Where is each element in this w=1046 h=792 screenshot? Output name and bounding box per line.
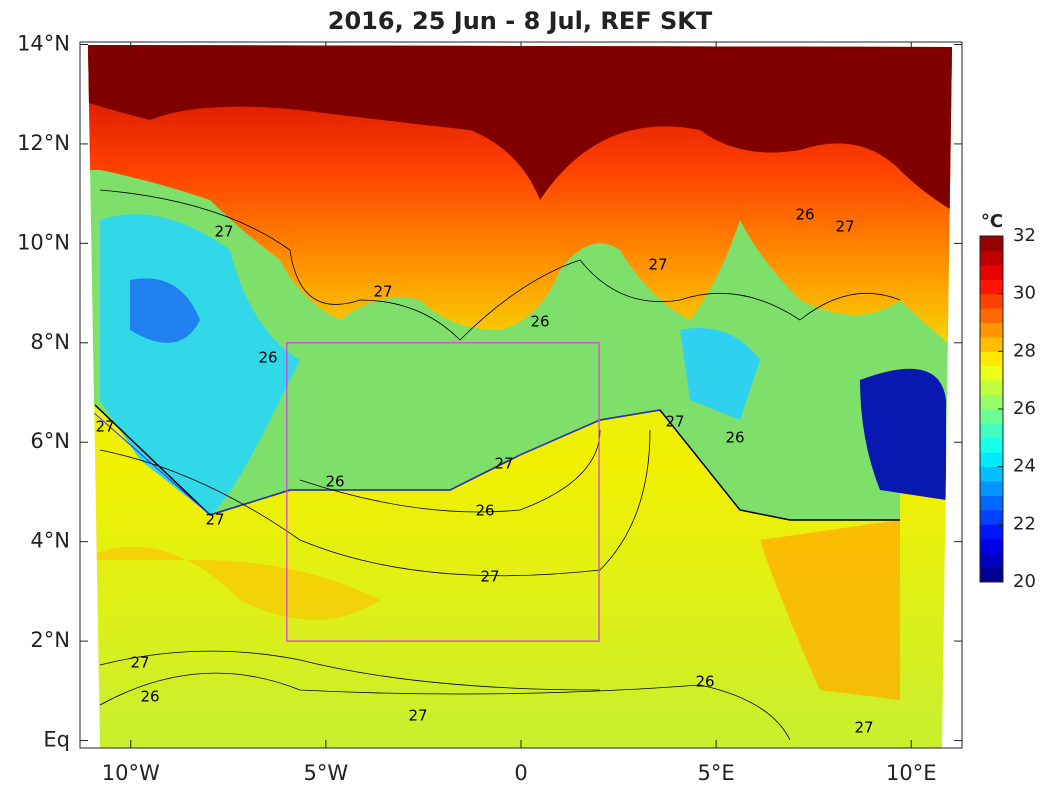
contour-label: 26 [475,502,494,520]
y-tick-label: 10°N [17,230,70,254]
colorbar-swatch [980,308,1003,323]
contour-label: 26 [725,429,744,447]
colorbar-swatch [980,365,1003,381]
colorbar-swatch [980,538,1003,554]
colorbar-swatch [980,481,1003,496]
contour-label: 27 [408,707,427,725]
contour-label: 27 [480,568,499,586]
colorbar-swatch [980,509,1003,525]
colorbar-swatch [980,409,1003,424]
colorbar-tick-label: 28 [1013,340,1036,361]
contour-label: 27 [130,654,149,672]
colorbar-swatch [980,394,1003,410]
colorbar-swatch [980,437,1003,453]
contour-label: 27 [494,455,513,473]
x-tick-label: 10°E [886,761,937,785]
colorbar-swatch [980,351,1003,367]
colorbar-label: °C [981,211,1003,232]
colorbar-swatch [980,567,1003,583]
contour-label: 27 [214,223,233,241]
colorbar-tick-label: 26 [1013,398,1036,419]
y-tick-label: 6°N [30,429,70,453]
contour-label: 27 [854,719,873,737]
colorbar-tick-label: 24 [1013,456,1036,477]
colorbar-swatch [980,236,1003,251]
colorbar-swatch [980,524,1003,540]
colorbar-tick-label: 32 [1013,225,1036,246]
colorbar-swatch [980,264,1003,280]
x-tick-label: 5°W [304,761,349,785]
colorbar-tick-label: 30 [1013,283,1036,304]
contour-label: 26 [325,473,344,491]
colorbar-swatch [980,553,1003,569]
y-tick-label: 4°N [30,529,70,553]
colorbar-swatch [980,452,1003,468]
colorbar-swatch [980,322,1003,338]
colorbar-swatch [980,423,1003,439]
x-tick-label: 0 [514,761,527,785]
colorbar-swatch [980,250,1003,266]
contour-label: 26 [258,349,277,367]
contour-label: 26 [795,206,814,224]
x-tick-label: 5°E [698,761,735,785]
contour-label: 27 [648,256,667,274]
contour-label: 26 [530,313,549,331]
y-tick-label: Eq [43,728,70,752]
contour-label: 27 [205,511,224,529]
contour-label: 26 [140,688,159,706]
contour-label: 26 [695,673,714,691]
y-tick-label: 2°N [30,628,70,652]
contour-label: 27 [95,418,114,436]
y-tick-label: 12°N [17,131,70,155]
colorbar-swatch [980,495,1003,511]
chart-title: 2016, 25 Jun - 8 Jul, REF SKT [328,7,713,35]
colorbar-tick-label: 22 [1013,513,1036,534]
colorbar-swatch [980,293,1003,309]
contour-label: 27 [373,283,392,301]
colorbar-swatch [980,466,1003,482]
y-tick-label: 14°N [17,31,70,55]
region-box [286,342,600,642]
field [88,45,952,748]
y-tick-label: 8°N [30,330,70,354]
colorbar-swatch [980,380,1003,396]
colorbar-swatch [980,336,1003,352]
contour-label: 27 [835,218,854,236]
colorbar-swatch [980,279,1003,295]
contour-label: 27 [665,413,684,431]
x-tick-label: 10°W [102,761,160,785]
colorbar-tick-label: 20 [1013,571,1036,592]
